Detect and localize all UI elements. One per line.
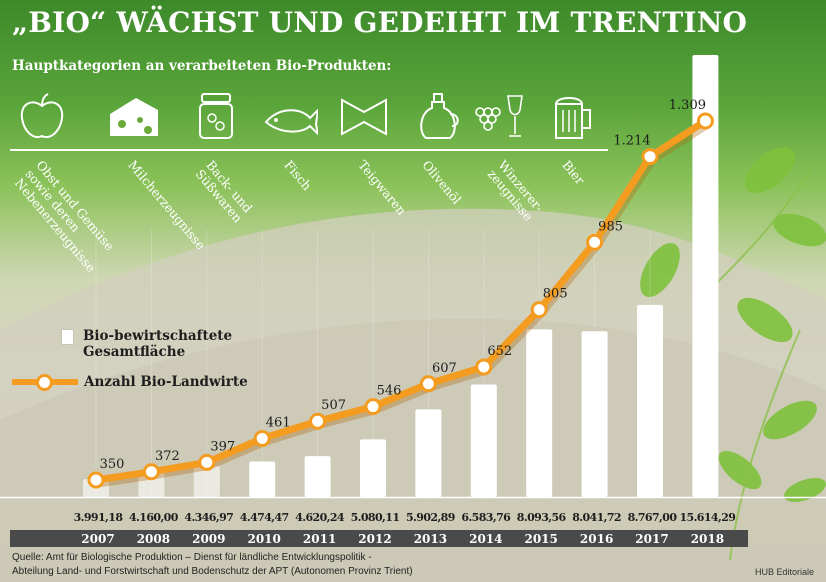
year-label-2018: 2018 bbox=[691, 532, 724, 546]
fish-icon bbox=[264, 108, 318, 136]
farmers-point-2014 bbox=[475, 358, 493, 376]
header-divider bbox=[10, 149, 608, 151]
farmers-point-2008 bbox=[142, 463, 160, 481]
farmers-point-2010 bbox=[253, 429, 271, 447]
farmers-point-2017 bbox=[641, 148, 659, 166]
farmers-point-2016 bbox=[586, 233, 604, 251]
farmers-label-2007: 350 bbox=[100, 457, 125, 472]
area-value-2011: 4.620,24 bbox=[295, 511, 345, 524]
beer-icon bbox=[555, 97, 591, 139]
area-value-2009: 4.346,97 bbox=[184, 511, 233, 524]
legend-area: Bio-bewirtschaftete Gesamtfläche bbox=[62, 328, 232, 360]
credit: HUB Editoriale bbox=[754, 567, 814, 577]
area-value-2014: 6.583,76 bbox=[461, 511, 511, 524]
pasta-icon bbox=[341, 98, 387, 136]
farmers-point-2018 bbox=[696, 112, 714, 130]
year-band bbox=[10, 530, 748, 547]
source-note: Quelle: Amt für Biologische Produktion –… bbox=[12, 552, 413, 577]
area-value-2013: 5.902,89 bbox=[406, 511, 455, 524]
area-value-2008: 4.160,00 bbox=[129, 511, 179, 524]
farmers-label-2016: 985 bbox=[598, 219, 623, 234]
farmers-label-2012: 546 bbox=[377, 384, 402, 399]
farmers-line-shadow bbox=[97, 120, 710, 488]
year-label-2009: 2009 bbox=[192, 532, 225, 546]
area-value-2007: 3.991,18 bbox=[74, 511, 124, 524]
area-value-2017: 8.767,00 bbox=[628, 511, 678, 524]
farmers-point-2012 bbox=[364, 398, 382, 416]
farmers-line bbox=[95, 118, 708, 484]
area-value-2012: 5.080,11 bbox=[351, 511, 400, 524]
area-value-2016: 8.041,72 bbox=[572, 511, 621, 524]
area-bar-2014 bbox=[470, 384, 497, 497]
year-label-2008: 2008 bbox=[137, 532, 170, 546]
area-value-2015: 8.093,56 bbox=[517, 511, 567, 524]
area-bar-2016 bbox=[581, 331, 608, 497]
farmers-point-2013 bbox=[419, 375, 437, 393]
area-bar-2010 bbox=[249, 461, 276, 497]
area-bar-2008 bbox=[138, 472, 165, 497]
page-title: „BIO“ WÄCHST UND GEDEIHT IM TRENTINO bbox=[12, 6, 748, 39]
farmers-label-2018: 1.309 bbox=[669, 98, 706, 113]
area-bar-2011 bbox=[304, 456, 331, 497]
farmers-label-2013: 607 bbox=[432, 361, 457, 376]
grapes-wine-icon bbox=[475, 95, 523, 137]
farmers-label-2009: 397 bbox=[210, 439, 235, 454]
subtitle: Hauptkategorien an verarbeiteten Bio-Pro… bbox=[12, 58, 392, 74]
area-bar-2018 bbox=[692, 55, 719, 497]
farmers-point-2009 bbox=[198, 453, 216, 471]
farmers-point-2011 bbox=[309, 412, 327, 430]
year-label-2010: 2010 bbox=[247, 532, 280, 546]
farmers-label-2015: 805 bbox=[543, 287, 568, 302]
leaf-decoration bbox=[640, 147, 826, 503]
farmers-point-2015 bbox=[530, 301, 548, 319]
area-bar-2012 bbox=[360, 439, 386, 497]
area-value-2010: 4.474,47 bbox=[240, 511, 289, 524]
year-label-2011: 2011 bbox=[303, 532, 336, 546]
legend-bar-swatch bbox=[62, 330, 73, 344]
farmers-label-2017: 1.214 bbox=[613, 134, 650, 149]
year-label-2012: 2012 bbox=[358, 532, 391, 546]
farmers-point-2007 bbox=[87, 471, 105, 489]
legend-farmers: Anzahl Bio-Landwirte bbox=[12, 374, 248, 391]
legend-area-label: Bio-bewirtschaftete Gesamtfläche bbox=[83, 328, 233, 360]
area-bar-2017 bbox=[637, 304, 663, 497]
apple-icon bbox=[20, 93, 64, 138]
farmers-label-2011: 507 bbox=[321, 398, 346, 413]
area-bar-2015 bbox=[526, 329, 553, 497]
jar-icon bbox=[199, 93, 233, 139]
farmers-label-2008: 372 bbox=[155, 449, 180, 464]
area-bar-2009 bbox=[193, 466, 220, 497]
year-label-2014: 2014 bbox=[469, 532, 502, 546]
area-value-2018: 15.614,29 bbox=[679, 511, 735, 524]
year-label-2015: 2015 bbox=[524, 532, 557, 546]
year-label-2007: 2007 bbox=[81, 532, 114, 546]
year-label-2017: 2017 bbox=[635, 532, 668, 546]
area-bar-2013 bbox=[415, 409, 442, 497]
year-label-2013: 2013 bbox=[414, 532, 447, 546]
olive-oil-icon bbox=[420, 93, 459, 139]
legend-line-swatch bbox=[12, 374, 78, 391]
farmers-label-2010: 461 bbox=[266, 415, 291, 430]
farmers-label-2014: 652 bbox=[487, 344, 512, 359]
cheese-icon bbox=[110, 98, 158, 136]
legend-farmers-label: Anzahl Bio-Landwirte bbox=[84, 374, 248, 390]
year-label-2016: 2016 bbox=[580, 532, 613, 546]
